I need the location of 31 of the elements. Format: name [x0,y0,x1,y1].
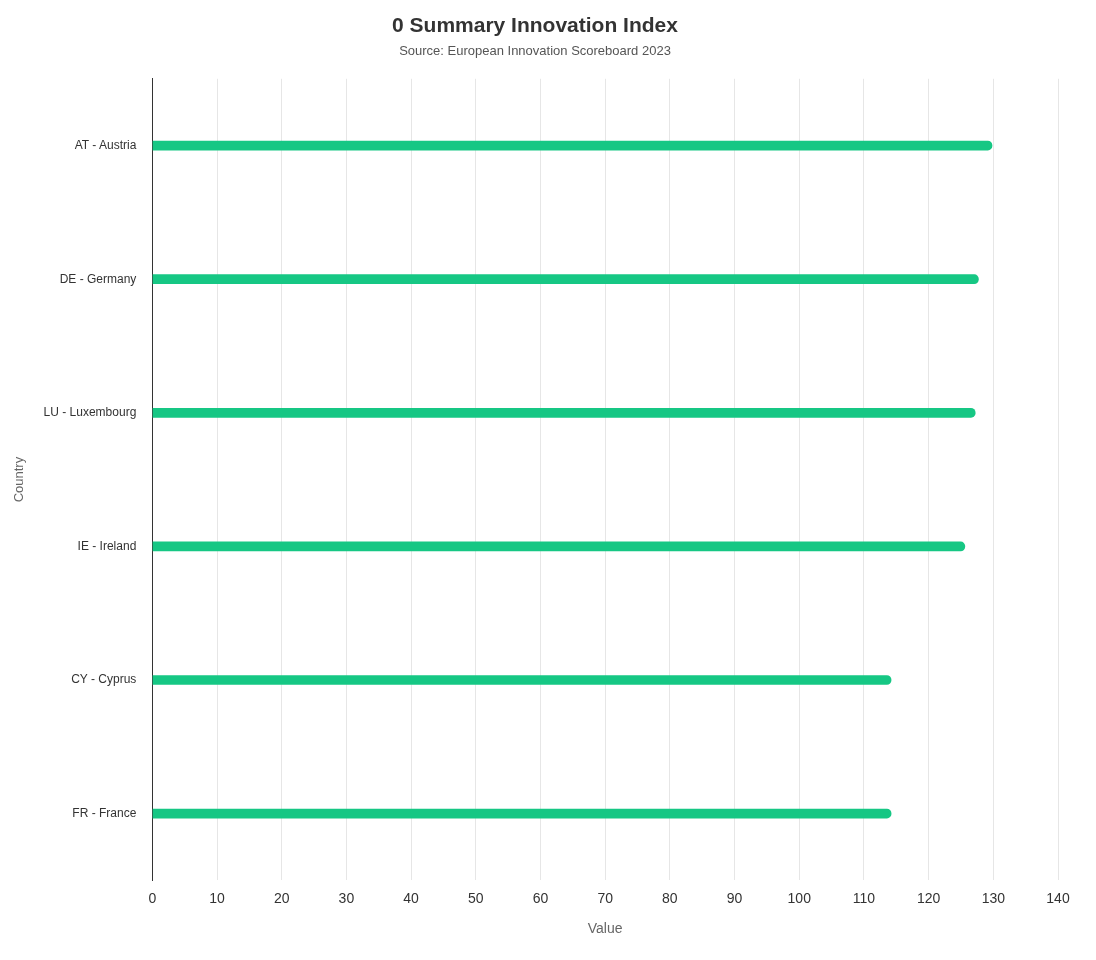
y-tick-label: LU - Luxembourg [43,405,137,420]
x-tick-label: 100 [787,889,812,906]
x-tick-label: 0 [148,889,157,906]
x-tick-label: 80 [662,889,678,906]
bar [152,808,892,819]
bar [152,675,892,685]
x-tick-label: 20 [273,889,290,906]
x-tick-label: 10 [209,889,225,906]
x-tick-label: 140 [1046,889,1070,906]
y-tick-label: CY - Cyprus [71,672,137,687]
bar [152,140,993,151]
y-axis-title: Country [11,456,27,503]
x-tick-label: 120 [916,889,941,906]
y-tick-label: IE - Ireland [77,538,137,553]
y-tick-label: FR - France [72,805,137,820]
x-tick-label: 130 [981,889,1006,906]
x-tick-label: 50 [467,889,484,906]
chart-title: 0 Summary Innovation Index [392,13,679,37]
bar [152,274,979,285]
bar [152,407,976,418]
bar [152,541,966,552]
x-tick-label: 40 [403,889,420,906]
x-tick-label: 30 [338,889,355,906]
x-tick-label: 110 [852,889,876,906]
y-tick-label: AT - Austria [74,137,137,152]
chart-subtitle: Source: European Innovation Scoreboard 2023 [399,42,671,58]
x-axis-title: Value [587,920,623,937]
x-tick-label: 90 [726,889,743,906]
y-tick-label: DE - Germany [59,271,137,286]
x-tick-label: 60 [532,889,549,906]
x-tick-label: 70 [597,889,614,906]
